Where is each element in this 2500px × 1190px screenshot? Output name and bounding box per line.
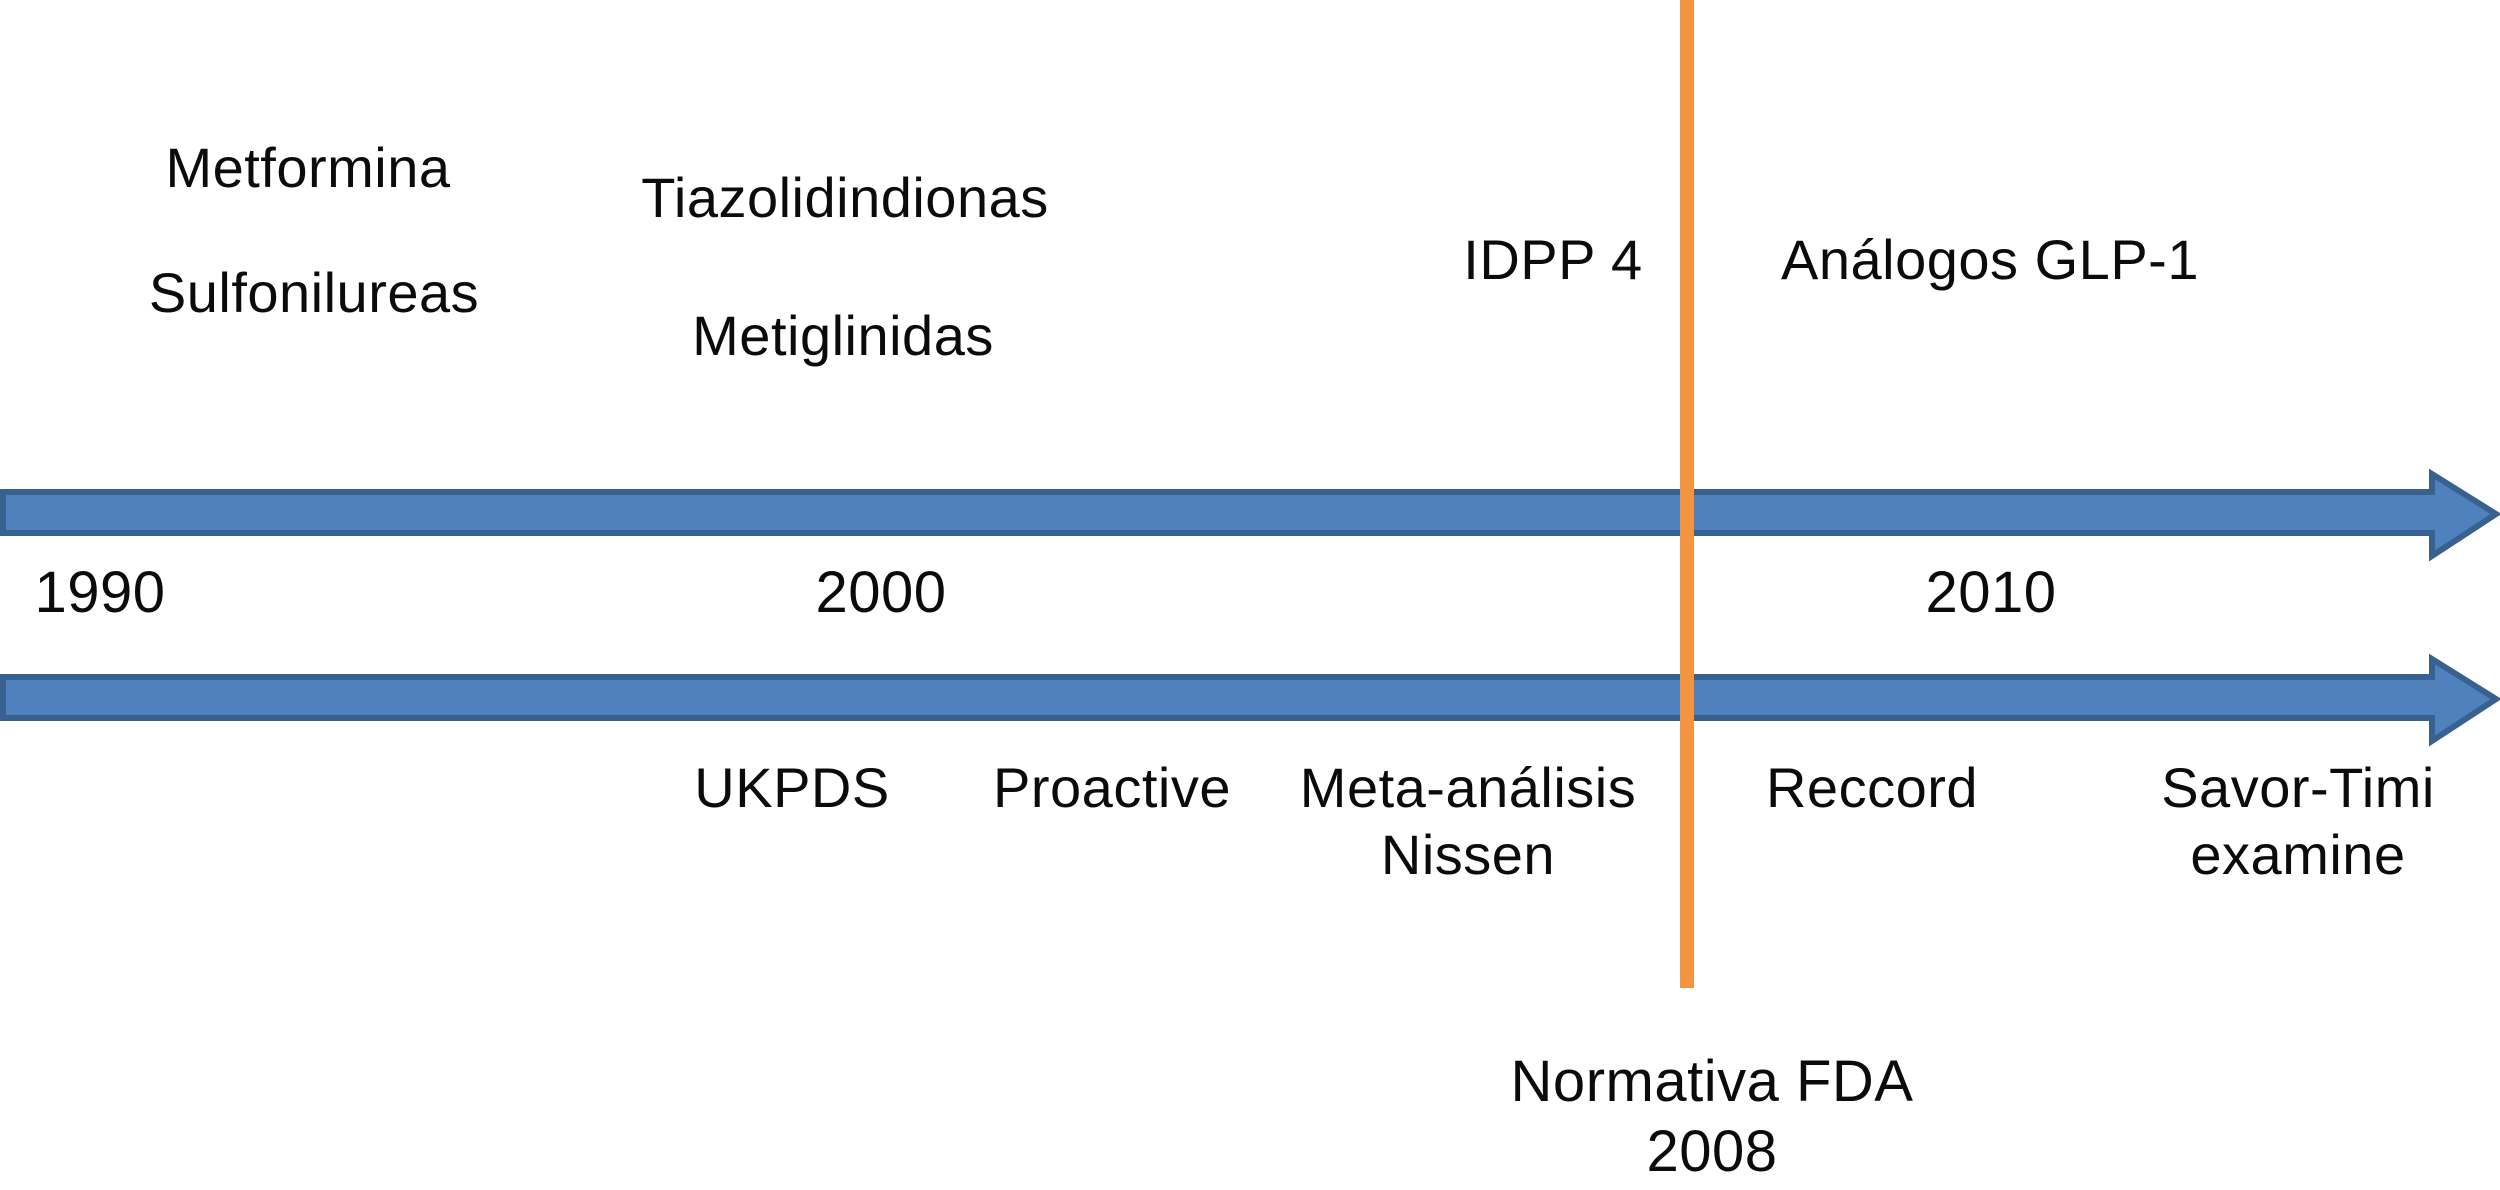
study-label-savor-timi-examine: Savor-Timi examine [2161, 754, 2435, 888]
fda-2008-caption: Normativa FDA 2008 [1511, 1047, 1914, 1187]
year-label-1990: 1990 [34, 560, 166, 625]
drug-class-label-analogos-glp1: Análogos GLP-1 [1781, 228, 2199, 291]
year-label-2000: 2000 [815, 560, 947, 625]
drug-class-label-idpp4: IDPP 4 [1463, 228, 1643, 291]
timeline-arrow-lower [0, 653, 2500, 747]
study-label-reccord: Reccord [1765, 756, 1979, 819]
study-label-line: examine [2190, 823, 2406, 886]
drug-class-label-metiglinidas: Metiglinidas [692, 304, 994, 367]
study-label-proactive: Proactive [993, 756, 1231, 819]
fda-2008-caption-line1: Normativa FDA [1510, 1049, 1914, 1114]
study-label-line: Savor-Timi [2161, 756, 2435, 819]
drug-class-label-sulfonilureas: Sulfonilureas [148, 261, 480, 324]
study-label-line: Nissen [1380, 823, 1556, 886]
fda-2008-divider-line [1680, 0, 1694, 988]
timeline-arrow-upper [0, 468, 2500, 562]
fda-2008-caption-line2: 2008 [1646, 1119, 1778, 1184]
drug-class-label-metformina: Metformina [165, 136, 451, 199]
study-label-meta-analisis-nissen: Meta-análisis Nissen [1300, 754, 1636, 888]
study-label-ukpds: UKPDS [694, 756, 890, 819]
year-label-2010: 2010 [1925, 560, 2057, 625]
drug-class-label-tiazolidindionas: Tiazolidindionas [641, 166, 1049, 229]
study-label-line: Meta-análisis [1299, 756, 1637, 819]
